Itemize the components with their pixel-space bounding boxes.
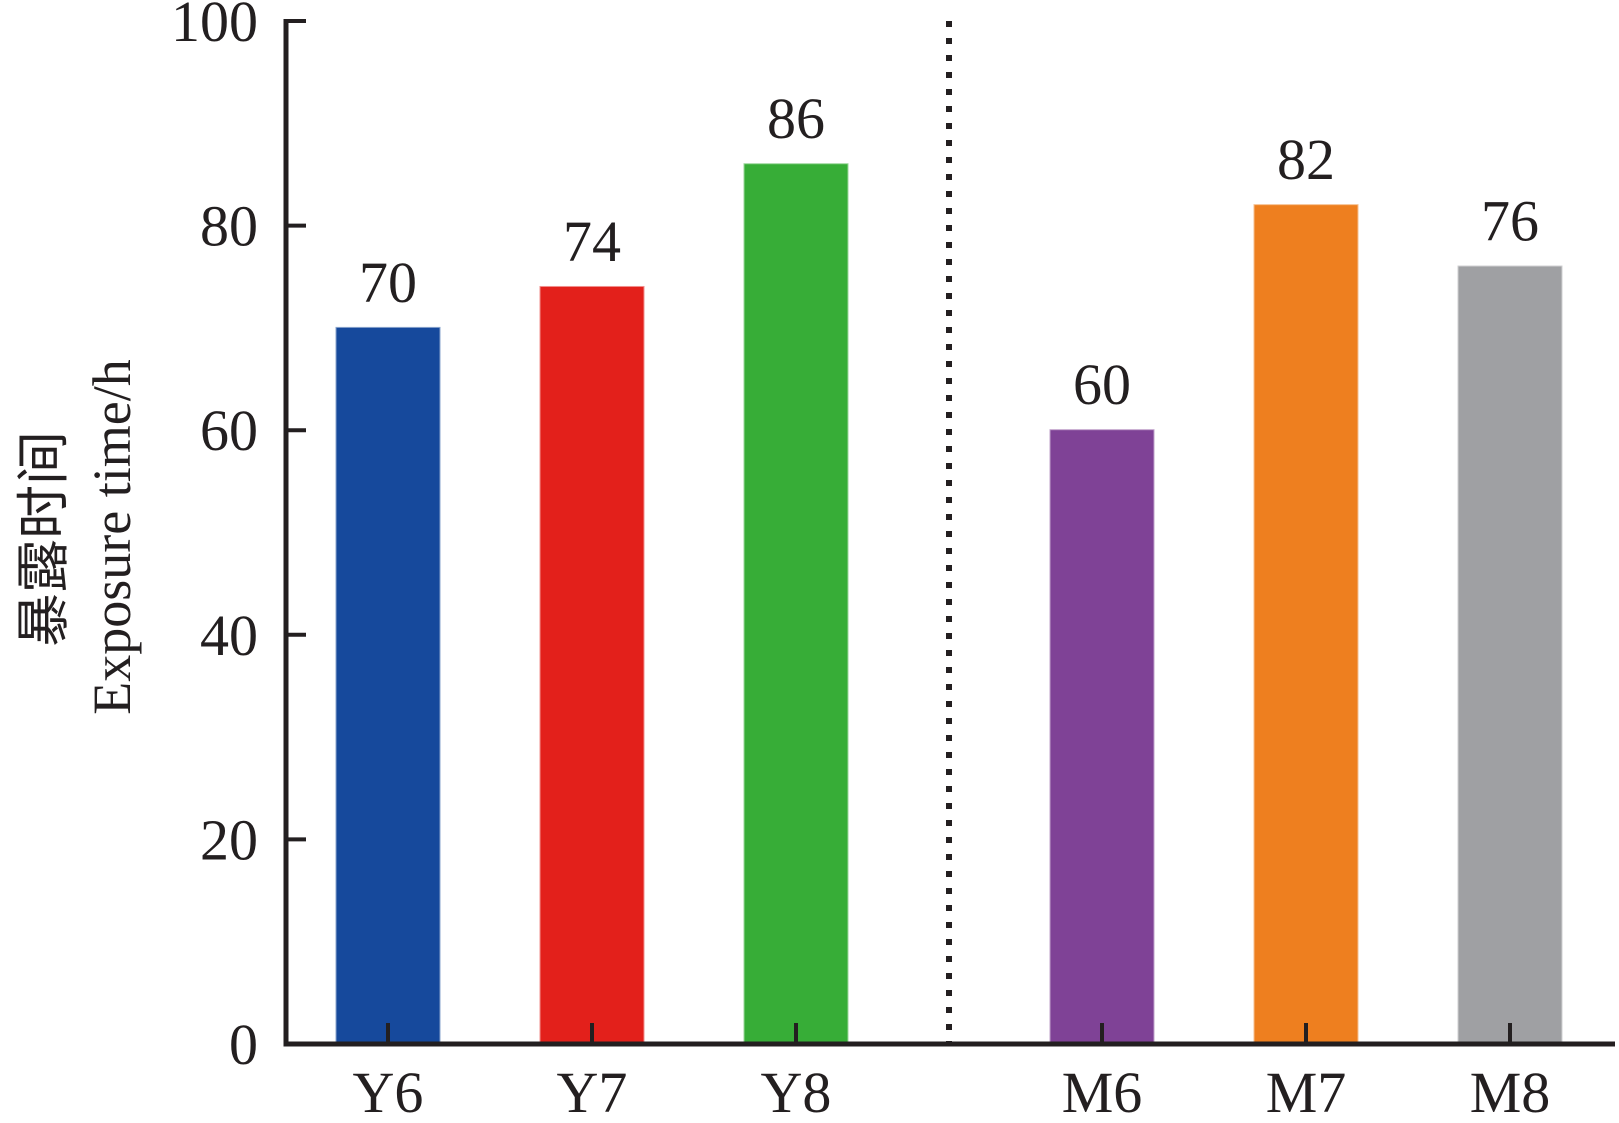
x-tick-label-y8: Y8 bbox=[761, 1060, 832, 1123]
y-tick-label-40: 40 bbox=[200, 603, 258, 668]
bar-y7 bbox=[539, 285, 645, 1046]
y-tick-label-80: 80 bbox=[200, 194, 258, 259]
bars-layer bbox=[335, 163, 1563, 1046]
bar-m7 bbox=[1253, 204, 1359, 1045]
bar-m6 bbox=[1049, 429, 1155, 1045]
x-tick-label-m6: M6 bbox=[1062, 1060, 1143, 1123]
ticks-layer bbox=[286, 19, 1512, 1046]
bar-m8 bbox=[1457, 265, 1563, 1045]
y-tick-label-60: 60 bbox=[200, 398, 258, 463]
x-tick-label-y7: Y7 bbox=[557, 1060, 628, 1123]
data-label-m8: 76 bbox=[1481, 189, 1539, 254]
x-tick-label-y6: Y6 bbox=[353, 1060, 424, 1123]
bar-y8 bbox=[743, 163, 849, 1046]
y-axis-title: Exposure time/h bbox=[82, 359, 142, 714]
data-label-m6: 60 bbox=[1073, 352, 1131, 417]
data-label-m7: 82 bbox=[1277, 127, 1335, 192]
y-axis-title-zh: 暴露时间 bbox=[14, 431, 74, 647]
x-tick-label-m8: M8 bbox=[1470, 1060, 1551, 1123]
data-label-y6: 70 bbox=[359, 250, 417, 315]
y-tick-label-20: 20 bbox=[200, 807, 258, 872]
data-label-y8: 86 bbox=[767, 86, 825, 151]
bar-y6 bbox=[335, 326, 441, 1045]
x-tick-label-m7: M7 bbox=[1266, 1060, 1347, 1123]
axes-layer bbox=[283, 19, 1615, 1047]
y-tick-label-0: 0 bbox=[229, 1012, 258, 1077]
y-tick-label-100: 100 bbox=[171, 0, 258, 54]
labels-layer: 70 Y6 74 Y7 86 Y8 60 M6 82 M7 76 M8 0 20 40 60 80 100 bbox=[171, 0, 1550, 1123]
data-label-y7: 74 bbox=[563, 209, 621, 274]
